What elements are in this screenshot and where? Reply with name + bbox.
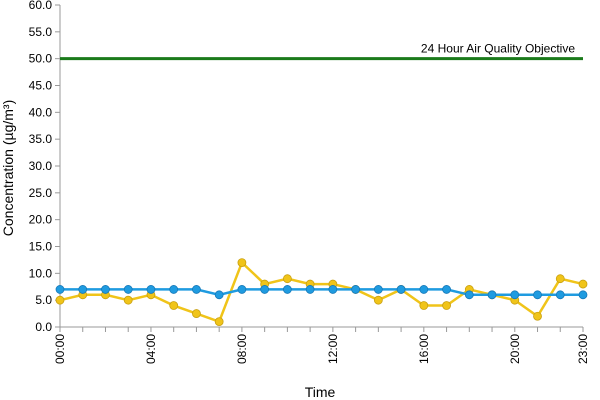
series-2	[55, 285, 588, 300]
series-1-point	[442, 301, 451, 310]
x-axis-title: Time	[305, 384, 336, 400]
series-1-point	[578, 279, 588, 289]
y-tick-label: 0.0	[35, 320, 52, 334]
series-2-point	[237, 285, 247, 294]
series-1-point	[123, 295, 133, 305]
series-1-line	[59, 260, 584, 324]
series-2-point	[146, 285, 156, 294]
y-tick-label: 55.0	[29, 25, 53, 39]
y-tick-label: 60.0	[29, 0, 53, 12]
x-tick-label: 23:00	[576, 334, 590, 364]
series-1-point	[419, 301, 429, 310]
series-2-point	[192, 285, 201, 294]
y-tick-label: 25.0	[29, 186, 53, 200]
x-tick-label: 04:00	[144, 334, 158, 364]
series-1-point	[55, 295, 65, 305]
series-2-point	[373, 285, 383, 294]
series-2-point	[555, 290, 565, 300]
series-2-line	[60, 288, 583, 297]
series-2-point	[510, 290, 520, 300]
y-tick-label: 5.0	[35, 293, 52, 307]
y-axis-title: Concentration (µg/m³)	[0, 100, 16, 236]
series-group	[55, 258, 588, 327]
x-tick-label: 12:00	[326, 334, 340, 364]
x-tick-label: 16:00	[417, 334, 431, 364]
series-2-point	[442, 285, 451, 294]
series-2-point	[464, 290, 474, 300]
series-1-point	[373, 295, 383, 305]
series-2-point	[396, 285, 406, 294]
reference-line-group: 24 Hour Air Quality Objective	[60, 42, 583, 61]
series-2-point	[533, 290, 542, 300]
series-2-point	[419, 285, 429, 294]
y-tick-label: 30.0	[29, 159, 53, 173]
y-tick-label: 40.0	[29, 105, 53, 119]
series-1-point	[214, 317, 224, 327]
x-tick-label: 08:00	[235, 334, 249, 364]
x-tick-label: 00:00	[53, 334, 67, 364]
series-1-point	[169, 301, 179, 310]
air-quality-objective-label: 24 Hour Air Quality Objective	[421, 42, 575, 56]
y-tick-label: 50.0	[29, 52, 53, 66]
series-2-point	[101, 285, 110, 294]
series-1-point	[555, 274, 565, 284]
series-2-point	[55, 285, 65, 294]
y-axis-ticks: 0.0 5.0 10.0 15.0 20.0 25.0 30.0 35.0 40.0 45.0 50…	[29, 0, 60, 334]
series-2-point	[487, 290, 497, 300]
series-2-point	[578, 290, 588, 300]
series-1-point	[192, 309, 201, 318]
series-1-point	[533, 311, 542, 321]
series-1-point	[282, 274, 292, 284]
series-2-point	[305, 285, 315, 294]
series-2-point	[351, 285, 361, 294]
series-2-point	[169, 285, 179, 294]
series-2-point	[78, 285, 88, 294]
series-2-point	[282, 285, 292, 294]
y-tick-label: 45.0	[29, 79, 53, 93]
y-tick-label: 10.0	[29, 266, 53, 280]
series-2-point	[260, 285, 270, 294]
y-tick-label: 35.0	[29, 132, 53, 146]
series-1-point	[237, 258, 247, 268]
series-2-point	[214, 290, 224, 300]
x-tick-label: 20:00	[508, 334, 522, 364]
series-1	[55, 258, 588, 327]
x-axis-ticks: 00:00 04:00 08:00 12:00 16:00 20:00 23:00	[53, 327, 590, 364]
y-tick-label: 15.0	[29, 240, 53, 254]
y-tick-label: 20.0	[29, 213, 53, 227]
series-2-point	[328, 285, 338, 294]
series-2-point	[123, 285, 133, 294]
